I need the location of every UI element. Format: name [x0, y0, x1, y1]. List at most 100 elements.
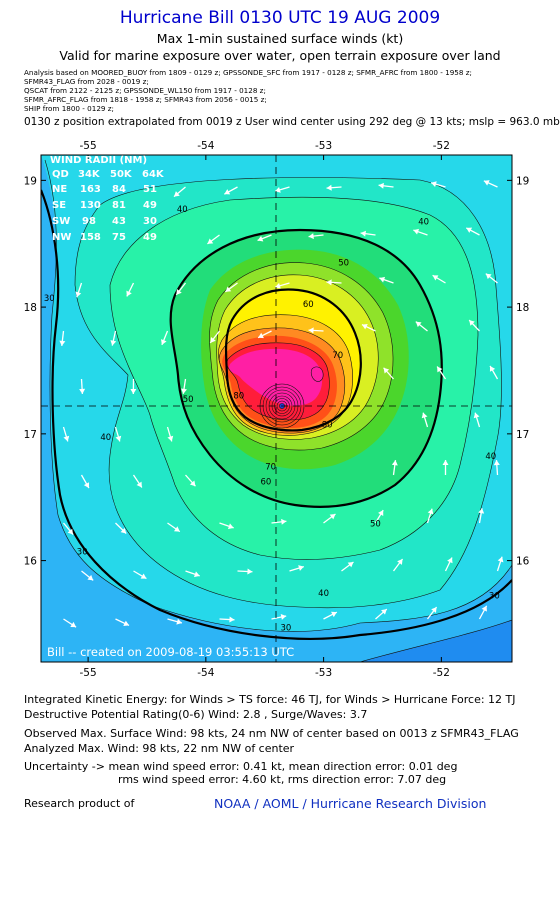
wind-radii-header: 50K [110, 169, 133, 180]
x-tick-label: -54 [197, 667, 214, 679]
wind-vector-head [361, 323, 368, 330]
wind-vector-head [247, 568, 253, 575]
analyzed-max-text: Analyzed Max. Wind: 98 kts, 22 nm NW of … [24, 742, 295, 755]
contour-label: 30 [281, 623, 292, 633]
wind-vector-head [140, 573, 147, 579]
contour-label: 80 [322, 421, 333, 431]
contour-label: 70 [332, 351, 343, 361]
wind-vector-head [469, 320, 475, 326]
wind-vector-head [308, 233, 314, 240]
analysis-source-line: QSCAT from 2122 - 2125 z; GPSSONDE_WL150… [24, 86, 266, 95]
contour-label: 50 [338, 258, 349, 268]
contour-label: 60 [260, 478, 271, 488]
wind-vector-head [275, 186, 281, 193]
wind-vector-head [493, 460, 500, 466]
wind-vector-head [298, 565, 304, 571]
wind-vector-head [347, 561, 354, 568]
wind-vector-head [176, 289, 182, 295]
wind-vector-head [176, 618, 182, 625]
wind-vector-head [227, 523, 234, 530]
wind-vector-head [75, 291, 82, 298]
wind-vector-head [381, 609, 387, 615]
y-tick-label: 18 [24, 302, 37, 314]
contour-label: 30 [489, 592, 500, 602]
chart-subtitle: Max 1-min sustained surface winds (kt) [156, 31, 404, 46]
wind-vector-head [485, 273, 492, 280]
wind-radii-cell: SE [52, 200, 66, 211]
x-tick-label: -54 [197, 140, 214, 152]
dpr-text: Destructive Potential Rating(0-6) Wind: … [24, 708, 368, 721]
wind-vector-head [207, 238, 214, 244]
wind-radii-title: WIND RADII (NM) [50, 155, 147, 166]
wind-radii-cell: 98 [82, 216, 96, 227]
wind-vector-head [225, 286, 232, 292]
wind-vector-head [136, 481, 142, 488]
wind-contour-field: 30 30 30 30 40 40 40 40 40 50 50 50 60 70 80 80 70 60 [41, 155, 512, 662]
wind-vector-head [391, 460, 398, 466]
wind-radii-table: WIND RADII (NM) QD 34K 50K 64K NE 163 84… [50, 155, 165, 243]
wind-vector-head [378, 510, 384, 516]
wind-vector-head [397, 559, 403, 565]
research-label: Research product of [24, 797, 135, 810]
wind-vector-head [210, 337, 216, 343]
contour-label: 50 [370, 519, 381, 529]
contour-label: 50 [183, 395, 194, 405]
position-note: 0130 z position extrapolated from 0019 z… [24, 116, 560, 128]
wind-vector-head [483, 180, 490, 186]
wind-vector-head [481, 605, 487, 612]
wind-vector-head [473, 412, 480, 419]
wind-radii-cell: 51 [143, 184, 157, 195]
contour-label: 40 [418, 218, 429, 228]
wind-vector-head [326, 184, 332, 191]
wind-field-chart: 30 30 30 30 40 40 40 40 40 50 50 50 60 70 80 80 70 60 -55… [24, 140, 530, 679]
wind-vector-head [280, 614, 287, 620]
wind-vector-head [413, 228, 420, 235]
wind-vector-head [360, 230, 366, 237]
wind-vector-head [497, 556, 504, 563]
wind-vectors [59, 180, 504, 628]
wind-vector-head [193, 571, 200, 578]
wind-vector-head [379, 276, 386, 283]
y-tick-label: 19 [516, 175, 529, 187]
y-tick-label: 18 [516, 302, 529, 314]
wind-vector-head [308, 327, 314, 334]
wind-radii-cell: NE [52, 184, 67, 195]
wind-vector-head [160, 339, 167, 345]
wind-vector-head [275, 282, 281, 289]
wind-vector-head [63, 435, 70, 442]
wind-radii-cell: 49 [143, 232, 157, 243]
wind-vector-head [115, 435, 122, 442]
wind-vector-head [432, 275, 439, 281]
contour-label: 40 [485, 452, 496, 462]
observed-max-text: Observed Max. Surface Wind: 98 kts, 24 n… [24, 727, 519, 740]
wind-radii-cell: 158 [80, 232, 101, 243]
wind-vector-head [326, 279, 332, 286]
contour-label: 30 [44, 294, 55, 304]
y-tick-label: 17 [24, 429, 37, 441]
wind-vector-head [447, 557, 453, 564]
wind-radii-header: 34K [78, 169, 101, 180]
contour-label: 40 [177, 205, 188, 215]
wind-vector-head [229, 616, 235, 623]
research-org-link[interactable]: NOAA / AOML / Hurricane Research Divisio… [214, 796, 487, 811]
wind-vector-head [437, 366, 443, 373]
wind-vector-head [189, 480, 196, 487]
wind-vector-head [329, 513, 336, 520]
wind-vector-head [87, 574, 94, 581]
wind-radii-cell: 81 [112, 200, 126, 211]
wind-vector-head [173, 526, 180, 532]
y-tick-label: 19 [24, 175, 37, 187]
chart-title: Hurricane Bill 0130 UTC 19 AUG 2009 [119, 8, 441, 28]
wind-radii-cell: 84 [112, 184, 126, 195]
wind-vector-head [415, 321, 422, 328]
wind-radii-cell: 75 [112, 232, 126, 243]
wind-vector-head [431, 607, 437, 613]
y-tick-label: 17 [516, 429, 529, 441]
wind-vector-head [427, 508, 434, 515]
wind-vector-head [421, 412, 428, 419]
created-timestamp-label: Bill -- created on 2009-08-19 03:55:13 U… [47, 645, 294, 659]
wind-vector-head [79, 388, 86, 394]
x-tick-label: -52 [433, 667, 450, 679]
wind-radii-cell: SW [52, 216, 70, 227]
wind-vector-head [258, 332, 264, 339]
